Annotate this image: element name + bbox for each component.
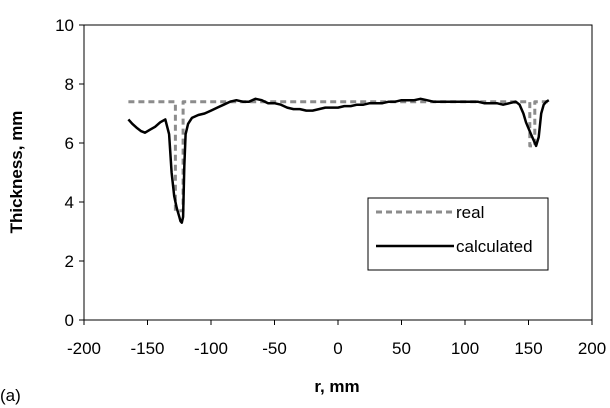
x-tick-label: -100 <box>194 339 228 358</box>
series-line-real <box>128 100 549 213</box>
legend-label-real: real <box>456 203 484 222</box>
y-tick-label: 4 <box>65 193 74 212</box>
x-tick-label: -50 <box>262 339 287 358</box>
y-tick-label: 10 <box>55 16 74 35</box>
y-tick-label: 8 <box>65 75 74 94</box>
legend-label-calculated: calculated <box>456 237 533 256</box>
x-tick-label: -200 <box>67 339 101 358</box>
x-tick-label: 100 <box>451 339 479 358</box>
x-axis-ticks: -200 -150 -100 -50 0 50 100 150 200 <box>67 320 606 358</box>
x-tick-label: 0 <box>333 339 342 358</box>
y-tick-label: 2 <box>65 252 74 271</box>
x-axis-title: r, mm <box>314 377 359 396</box>
legend: real calculated <box>367 197 549 271</box>
x-tick-label: 50 <box>392 339 411 358</box>
y-tick-label: 6 <box>65 134 74 153</box>
series-line-calculated <box>127 97 550 224</box>
plot-frame <box>83 24 593 321</box>
series-layer <box>127 97 550 224</box>
panel-label: (a) <box>0 386 21 405</box>
x-tick-label: -150 <box>130 339 164 358</box>
x-tick-label: 150 <box>514 339 542 358</box>
y-tick-label: 0 <box>65 311 74 330</box>
y-axis-ticks: 0 2 4 6 8 10 <box>55 16 84 330</box>
plot-area <box>83 24 593 321</box>
y-axis-title: Thickness, mm <box>7 111 26 234</box>
x-tick-label: 200 <box>578 339 606 358</box>
legend-box <box>367 197 549 271</box>
